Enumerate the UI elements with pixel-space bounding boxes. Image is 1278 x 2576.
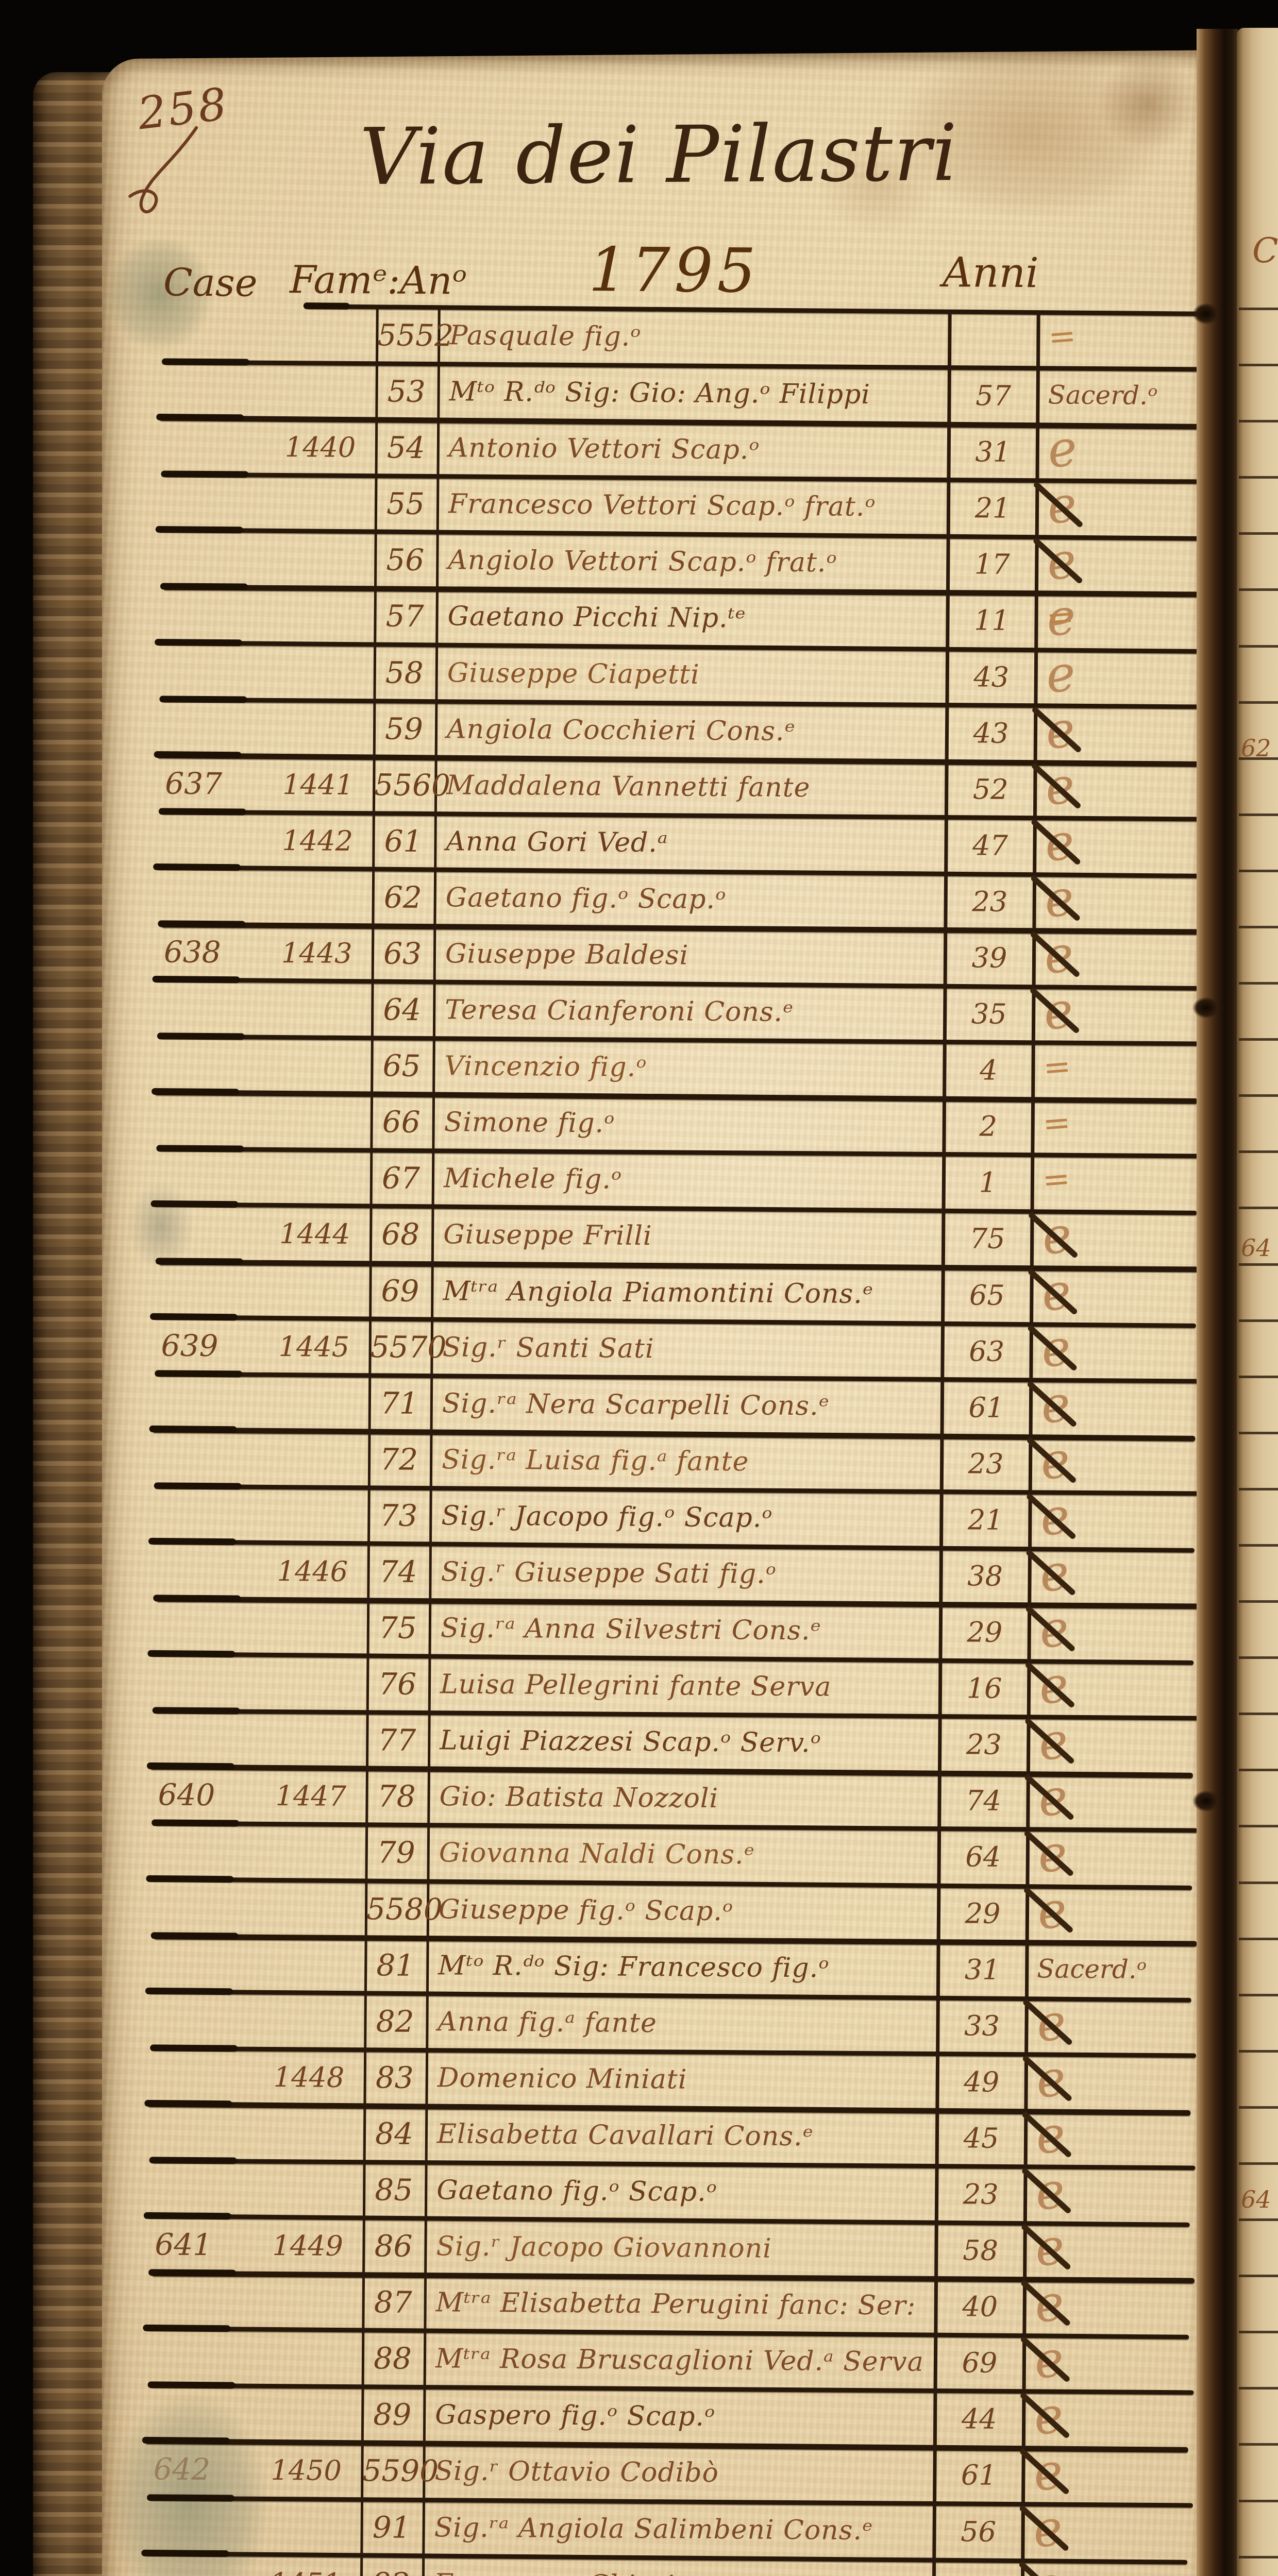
neighbor-row-rule — [1239, 1937, 1278, 1940]
neighbor-row-rule — [1239, 1769, 1278, 1772]
neighbor-row-rule — [1239, 2331, 1278, 2334]
neighbor-row-rule — [1239, 420, 1278, 423]
neighbor-row-rule — [1239, 2387, 1278, 2390]
neighbor-row-rule — [1239, 2218, 1278, 2222]
neighbor-row-rule — [1239, 1713, 1278, 1716]
neighbor-row-rule — [1239, 1431, 1278, 1434]
neighbor-row-rule — [1239, 1544, 1278, 1547]
neighbor-row-rule — [1239, 1094, 1278, 1097]
neighbor-row-rule — [1239, 364, 1278, 367]
neighbor-column-header-partial: C — [1252, 231, 1278, 270]
neighbor-row-rule — [1239, 757, 1278, 760]
neighbor-row-rule — [1239, 1656, 1278, 1659]
neighbor-row-rule — [1239, 701, 1278, 704]
neighbor-row-rule — [1239, 645, 1278, 648]
binding-stitch — [1192, 303, 1220, 325]
neighbor-row-rule — [1239, 813, 1278, 816]
neighbor-row-rule — [1239, 2499, 1278, 2502]
binding-gutter — [1197, 29, 1238, 2576]
neighbor-row-rule — [1239, 1263, 1278, 1266]
neighbor-case-number: 64 — [1241, 1234, 1271, 1262]
neighbor-row-rule — [1239, 1825, 1278, 1828]
binding-stitch — [1192, 997, 1220, 1019]
neighbor-row-rule — [1239, 2049, 1278, 2053]
neighbor-row-rule — [1239, 1150, 1278, 1154]
neighbor-row-rule — [1239, 869, 1278, 872]
neighbor-row-rule — [1239, 1038, 1278, 1041]
neighbor-row-rule — [1239, 2162, 1278, 2165]
neighbor-case-number: 64 — [1241, 2185, 1271, 2213]
neighbor-case-number: 62 — [1241, 734, 1271, 762]
neighbor-row-rule — [1239, 1881, 1278, 1884]
neighbor-row-rule — [1239, 1319, 1278, 1322]
neighbor-row-rule — [1239, 982, 1278, 985]
neighbor-row-rule — [1239, 1375, 1278, 1378]
folio-flourish — [128, 126, 198, 214]
neighbor-row-rule — [1239, 926, 1278, 928]
neighbor-row-rule — [1239, 588, 1278, 591]
binding-stitch — [1192, 1790, 1220, 1812]
neighbor-row-rule — [1239, 532, 1278, 535]
neighbor-row-rule — [1239, 1487, 1278, 1490]
neighbor-row-rule — [1239, 2555, 1278, 2558]
neighbor-row-rule — [1239, 308, 1278, 310]
neighbor-row-rule — [1239, 1993, 1278, 1996]
neighbor-page-edge — [1237, 28, 1278, 2576]
neighbor-row-rule — [1239, 1207, 1278, 1210]
neighbor-row-rule — [1239, 2275, 1278, 2278]
neighbor-row-rule — [1239, 1600, 1278, 1603]
neighbor-row-rule — [1239, 2106, 1278, 2109]
neighbor-row-rule — [1239, 2443, 1278, 2446]
neighbor-row-rule — [1239, 476, 1278, 479]
